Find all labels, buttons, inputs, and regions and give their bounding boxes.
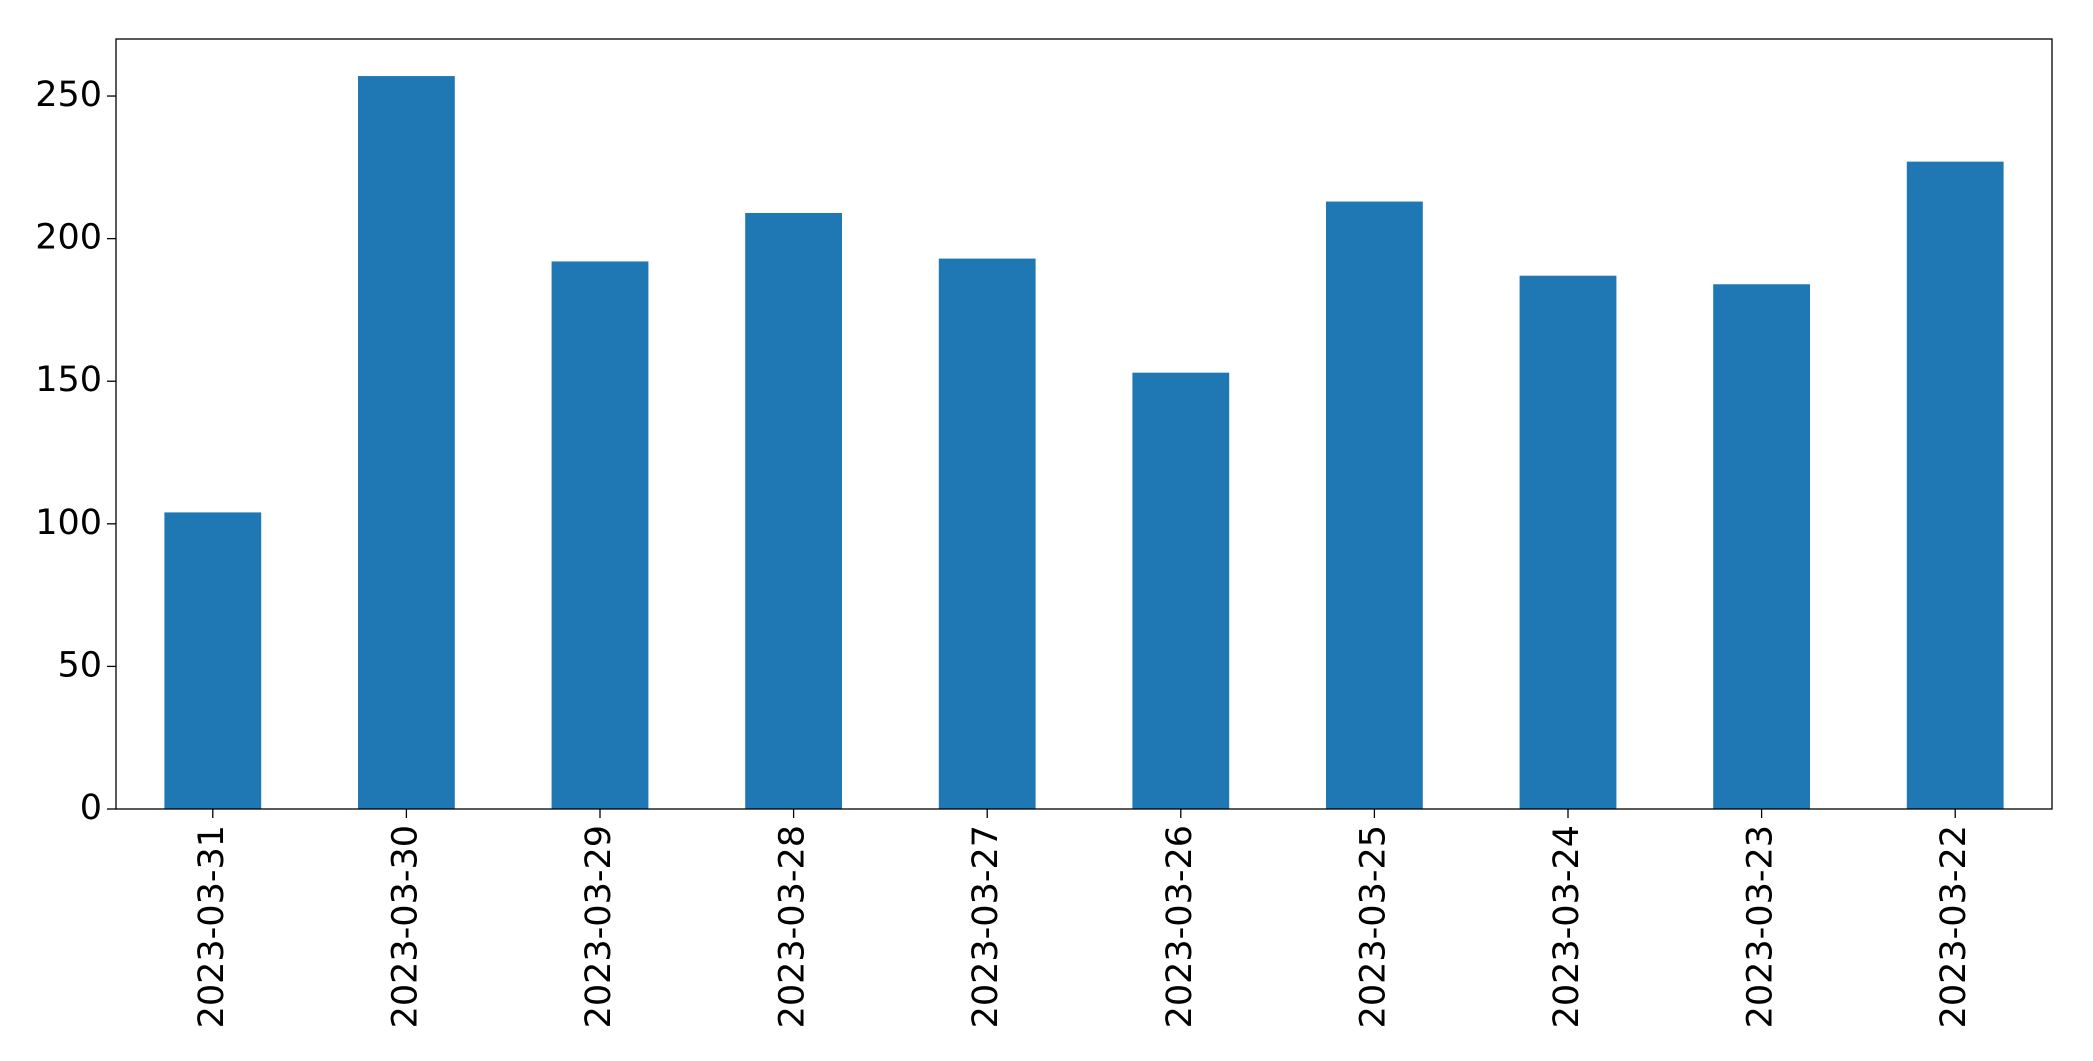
y-tick-label: 0: [80, 788, 102, 828]
x-tick-label: 2023-03-26: [1160, 825, 1200, 1028]
x-tick-label: 2023-03-25: [1353, 825, 1393, 1028]
x-tick-label: 2023-03-22: [1934, 825, 1974, 1028]
bar: [164, 512, 262, 809]
bar: [1326, 201, 1423, 810]
bar: [1132, 372, 1230, 809]
bar: [358, 76, 455, 809]
y-tick-label: 150: [35, 360, 102, 400]
y-tick-label: 200: [35, 218, 102, 258]
x-tick-label: 2023-03-24: [1547, 825, 1587, 1028]
x-tick-label: 2023-03-23: [1741, 825, 1781, 1028]
bar: [745, 212, 842, 810]
x-tick-label: 2023-03-31: [192, 825, 232, 1028]
bar: [1519, 275, 1617, 809]
bar: [938, 258, 1036, 809]
bar: [1906, 161, 2004, 809]
y-tick-label: 100: [35, 503, 102, 543]
x-tick-label: 2023-03-27: [966, 825, 1006, 1028]
x-tick-label: 2023-03-30: [385, 825, 425, 1028]
x-tick-label: 2023-03-28: [773, 825, 813, 1028]
bar: [551, 261, 649, 809]
x-tick-label: 2023-03-29: [579, 825, 619, 1028]
axes-frame: [115, 38, 2053, 810]
y-tick-label: 50: [57, 645, 102, 685]
y-tick-label: 250: [35, 75, 102, 115]
bar: [1713, 284, 1810, 809]
